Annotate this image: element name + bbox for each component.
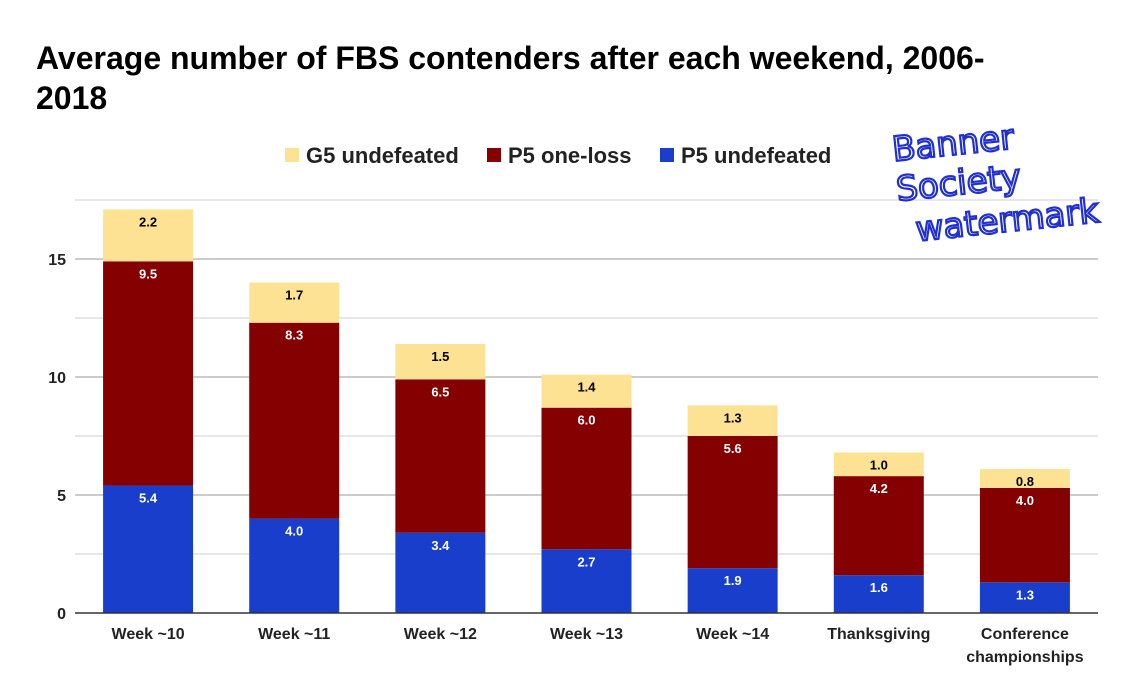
data-label: 1.3 bbox=[1016, 587, 1034, 602]
data-label: 3.4 bbox=[431, 538, 450, 553]
legend: G5 undefeated P5 one-loss P5 undefeated bbox=[285, 143, 831, 168]
bar-segment-g5-undefeated bbox=[395, 343, 486, 380]
data-label: 6.0 bbox=[577, 413, 595, 428]
bar-segment-p5-one-loss bbox=[833, 476, 924, 576]
legend-label: G5 undefeated bbox=[306, 143, 459, 168]
x-tick-label: Week ~12 bbox=[404, 626, 477, 643]
legend-swatch bbox=[487, 148, 501, 162]
chart-title: Average number of FBS contenders after e… bbox=[36, 40, 985, 116]
bar-segment-g5-undefeated bbox=[541, 374, 632, 408]
bar-segment-p5-undefeated bbox=[541, 549, 632, 613]
data-label: 1.7 bbox=[285, 288, 303, 303]
data-label: 1.6 bbox=[870, 580, 888, 595]
x-tick-label: Conference championships bbox=[966, 626, 1083, 666]
data-label: 4.2 bbox=[870, 481, 888, 496]
data-label: 9.5 bbox=[139, 266, 157, 281]
bar-segment-p5-one-loss bbox=[979, 487, 1070, 583]
bar-segment-p5-one-loss bbox=[541, 407, 632, 550]
bar-segment-g5-undefeated bbox=[103, 209, 194, 262]
data-label: 1.5 bbox=[431, 349, 449, 364]
x-tick-label: Week ~13 bbox=[550, 626, 623, 643]
bar-segment-p5-undefeated bbox=[395, 532, 486, 613]
bar-segment-p5-undefeated bbox=[103, 485, 194, 613]
bar-segment-p5-undefeated bbox=[687, 568, 778, 613]
data-label: 4.0 bbox=[285, 524, 303, 539]
y-tick-label: 0 bbox=[57, 606, 66, 623]
watermark: Banner Society watermark bbox=[889, 116, 1102, 251]
y-axis: 0 5 10 15 bbox=[48, 252, 1098, 623]
bars: 5.4 9.5 2.2 4.0 8.3 1.7 3.4 6.5 1.5 2.7 6.0 1.4 1.9 5… bbox=[103, 209, 1070, 613]
legend-swatch bbox=[285, 148, 299, 162]
bar-segment-p5-one-loss bbox=[395, 379, 486, 533]
data-label: 4.0 bbox=[1016, 493, 1034, 508]
bar-segment-p5-undefeated bbox=[979, 582, 1070, 613]
legend-label: P5 one-loss bbox=[508, 143, 631, 168]
bar-segment-g5-undefeated bbox=[687, 405, 778, 436]
bar-segment-g5-undefeated bbox=[249, 282, 340, 323]
x-tick-label: Week ~14 bbox=[696, 626, 769, 643]
y-tick-label: 5 bbox=[57, 488, 66, 505]
y-tick-label: 10 bbox=[48, 370, 66, 387]
data-label: 2.2 bbox=[139, 214, 157, 229]
data-label: 5.4 bbox=[139, 491, 158, 506]
bar-segment-p5-undefeated bbox=[249, 518, 340, 613]
y-tick-label: 15 bbox=[48, 252, 66, 269]
data-label: 8.3 bbox=[285, 328, 303, 343]
data-label: 5.6 bbox=[724, 441, 742, 456]
legend-swatch bbox=[660, 148, 674, 162]
data-label: 0.8 bbox=[1016, 474, 1034, 489]
bar-segment-p5-one-loss bbox=[687, 436, 778, 569]
x-tick-label: Thanksgiving bbox=[827, 626, 930, 643]
bar-segment-g5-undefeated bbox=[833, 452, 924, 477]
bar-segment-p5-one-loss bbox=[249, 322, 340, 519]
x-tick-label: Week ~10 bbox=[112, 626, 185, 643]
bar-segment-p5-one-loss bbox=[103, 261, 194, 486]
bar-segment-g5-undefeated bbox=[979, 469, 1070, 488]
data-label: 6.5 bbox=[431, 384, 449, 399]
data-label: 1.9 bbox=[724, 573, 742, 588]
x-axis: Week ~10 Week ~11 Week ~12 Week ~13 Week ~14… bbox=[112, 626, 1084, 666]
data-label: 1.0 bbox=[870, 458, 888, 473]
data-label: 2.7 bbox=[577, 554, 595, 569]
bar-segment-p5-undefeated bbox=[833, 575, 924, 613]
legend-label: P5 undefeated bbox=[681, 143, 831, 168]
data-label: 1.4 bbox=[577, 380, 596, 395]
data-label: 1.3 bbox=[724, 410, 742, 425]
x-tick-label: Week ~11 bbox=[258, 626, 330, 643]
